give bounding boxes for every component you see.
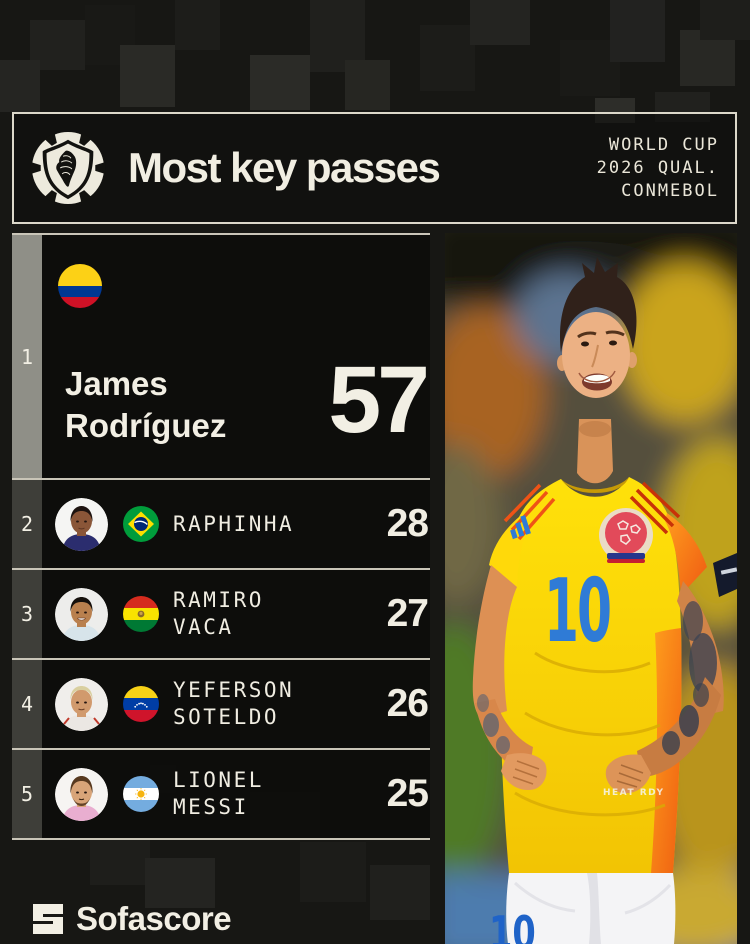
player-name: James Rodríguez — [65, 363, 226, 447]
camo-square — [345, 60, 390, 110]
player-name-line: Rodríguez — [65, 407, 227, 444]
leaderboard-row-5: 5 — [12, 748, 430, 838]
player-name-line: LIONEL — [173, 768, 264, 792]
leaderboard-row-2: 2 — [12, 478, 430, 568]
camo-square — [145, 858, 215, 908]
camo-square — [0, 60, 40, 112]
leaderboard-panel: 1 James Rodríguez 57 2 — [12, 233, 430, 840]
player-name-line: RAPHINHA — [173, 511, 295, 536]
james-rodriguez-photo-illustration: 10 HEAT RDY 10 — [445, 233, 737, 944]
camo-square — [470, 0, 530, 45]
competition-line: 2026 QUAL. — [596, 157, 719, 178]
leaderboard-row-4: 4 — [12, 658, 430, 748]
player-name: RAMIRO VACA — [173, 587, 264, 641]
camo-square — [300, 842, 366, 902]
player-head — [557, 257, 637, 398]
camo-square — [420, 25, 475, 91]
adidas-logo — [510, 515, 531, 540]
rank-badge: 5 — [12, 750, 42, 838]
footer-brand: Sofascore — [31, 900, 232, 938]
player-name: LIONEL MESSI — [173, 767, 264, 821]
competition-label: WORLD CUP 2026 QUAL. CONMEBOL — [597, 134, 735, 203]
flag-brazil-icon — [123, 506, 159, 542]
player-name-line: MESSI — [173, 795, 249, 819]
flag-venezuela-icon — [123, 686, 159, 722]
player-name-line: James — [65, 365, 168, 402]
shorts: 10 — [489, 873, 676, 944]
jersey-collar — [561, 477, 629, 493]
right-arm — [605, 581, 724, 794]
player-name-line: VACA — [173, 615, 234, 639]
camo-square — [250, 55, 310, 110]
player-name-line: SOTELDO — [173, 705, 280, 729]
competition-line: WORLD CUP — [608, 134, 719, 155]
camo-square — [120, 45, 175, 107]
leaderboard-row-3: 3 — [12, 568, 430, 658]
leaderboard-row-1: 1 James Rodríguez 57 — [12, 235, 430, 478]
player-name-line: YEFERSON — [173, 678, 295, 702]
player-figure: 10 HEAT RDY 10 — [472, 257, 737, 944]
player-name-line: RAMIRO — [173, 588, 264, 612]
stat-value: 57 — [328, 347, 430, 453]
stat-value: 28 — [386, 502, 429, 545]
player-photo-raphinha — [55, 497, 108, 551]
header: Most key passes WORLD CUP 2026 QUAL. CON… — [12, 112, 737, 224]
conmebol-qualifiers-logo-icon — [30, 131, 106, 205]
shorts-number: 10 — [489, 907, 536, 944]
left-arm — [472, 565, 547, 791]
player-photo-ramiro-vaca — [55, 587, 108, 641]
jersey-tech-label: HEAT RDY — [603, 788, 664, 798]
camo-square — [700, 0, 750, 40]
rank-badge: 2 — [12, 480, 42, 568]
player-photo-lionel-messi — [55, 767, 108, 821]
player-name: RAPHINHA — [173, 511, 294, 538]
rank-badge: 1 — [12, 235, 42, 478]
competition-line: CONMEBOL — [621, 180, 719, 201]
hair — [560, 257, 637, 353]
rank-badge: 3 — [12, 570, 42, 658]
captain-armband — [713, 553, 737, 597]
player-name: YEFERSON SOTELDO — [173, 677, 294, 731]
rank-badge: 4 — [12, 660, 42, 748]
flag-bolivia-icon — [123, 596, 159, 632]
flag-colombia-icon — [58, 264, 102, 308]
page-title: Most key passes — [128, 144, 441, 191]
player-photo-yeferson-soteldo — [55, 677, 108, 731]
jersey-number: 10 — [544, 560, 610, 662]
camo-square — [175, 0, 220, 50]
camo-square — [370, 865, 430, 920]
brand-wordmark: Sofascore — [76, 900, 232, 937]
sofascore-logo-icon — [33, 904, 63, 934]
flag-argentina-icon — [123, 776, 159, 812]
colombia-crest — [599, 508, 653, 563]
camo-square — [610, 0, 665, 62]
stat-value: 25 — [386, 772, 429, 815]
stat-value: 26 — [386, 682, 429, 725]
player-hero-photo: 10 HEAT RDY 10 — [445, 233, 737, 944]
stat-value: 27 — [386, 592, 429, 635]
